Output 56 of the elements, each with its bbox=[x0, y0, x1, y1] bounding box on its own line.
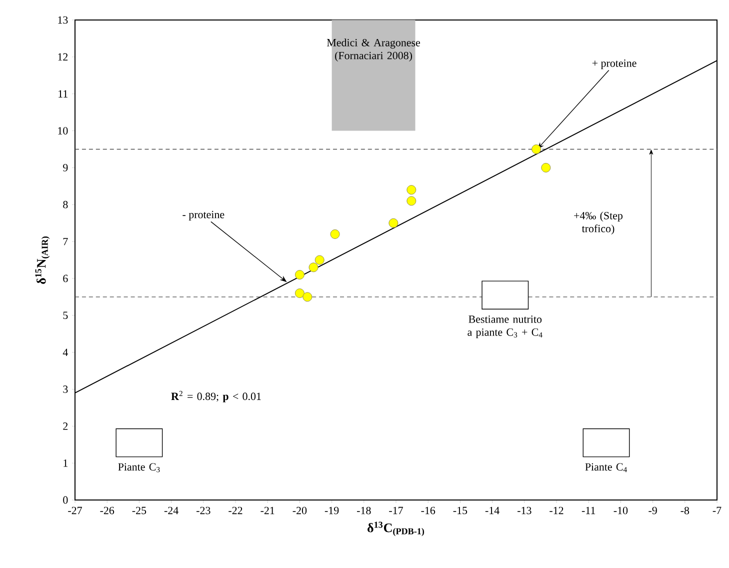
x-tick-label: -16 bbox=[421, 506, 436, 514]
x-tick-label: -18 bbox=[357, 506, 371, 514]
point bbox=[541, 162, 551, 172]
y-tick-label: 7 bbox=[63, 238, 68, 246]
x-tick-label: -13 bbox=[518, 506, 532, 514]
y-tick-label: 11 bbox=[58, 90, 68, 98]
x-tick-label: -19 bbox=[324, 506, 339, 514]
y-tick-label: 0 bbox=[63, 496, 68, 504]
point bbox=[302, 292, 312, 302]
point bbox=[330, 229, 340, 239]
y-tick-label: 13 bbox=[58, 16, 68, 24]
x-tick-label: -9 bbox=[648, 506, 657, 514]
y-tick-label: 1 bbox=[64, 459, 68, 467]
annotation: +4‰ (Step trofico) bbox=[574, 212, 623, 235]
point bbox=[294, 288, 304, 298]
x-tick-label: -20 bbox=[292, 506, 307, 514]
y-tick-label: 4 bbox=[62, 348, 68, 356]
x-tick-label: -25 bbox=[132, 506, 146, 514]
point bbox=[308, 262, 318, 272]
point bbox=[532, 144, 542, 154]
x-tick-label: -21 bbox=[260, 506, 274, 514]
point bbox=[388, 218, 398, 228]
point bbox=[406, 196, 416, 206]
y-tick-label: 6 bbox=[63, 274, 68, 282]
point bbox=[406, 185, 416, 195]
x-tick-label: -10 bbox=[614, 506, 628, 514]
x-tick-label: -15 bbox=[453, 506, 468, 514]
y-tick-label: 9 bbox=[63, 164, 68, 172]
y-tick-label: 5 bbox=[63, 312, 68, 320]
y-tick-label: 3 bbox=[63, 386, 68, 393]
point bbox=[294, 270, 304, 280]
x-tick-label: -22 bbox=[228, 506, 242, 514]
x-tick-label: -27 bbox=[68, 506, 82, 514]
x-axis-title: δ$^{13}$C$_{(PDB-1)}$ bbox=[368, 522, 424, 536]
x-tick-label: -24 bbox=[164, 506, 178, 514]
y-axis-title: δ$^{15}$N$_{(AIR)}$ bbox=[35, 236, 50, 284]
annotation: Piante C$_{3}$ bbox=[118, 463, 160, 472]
annotation: R$^{2}$ = 0.89; p < 0.01 bbox=[171, 390, 261, 402]
annotation: - proteine bbox=[182, 210, 224, 220]
x-tick-label: -11 bbox=[582, 506, 596, 514]
y-tick-label: 2 bbox=[63, 422, 68, 430]
x-tick-label: -7 bbox=[712, 506, 722, 514]
y-tick-label: 8 bbox=[63, 200, 68, 208]
x-tick-label: -12 bbox=[550, 506, 564, 514]
x-tick-label: -17 bbox=[389, 506, 403, 514]
annotation: Piante C$_{4}$ bbox=[585, 463, 627, 472]
annotation: + proteine bbox=[592, 60, 636, 70]
x-tick-label: -26 bbox=[100, 506, 114, 514]
y-tick-label: 12 bbox=[58, 53, 68, 61]
x-tick-label: -23 bbox=[196, 506, 210, 514]
band-label: Medici & Aragonese (Fornaciari 2008) bbox=[326, 38, 420, 62]
x-tick-label: -8 bbox=[680, 506, 690, 514]
x-tick-label: -14 bbox=[485, 506, 500, 514]
point bbox=[314, 255, 324, 265]
annotation: Bestiame nutrito a piante C$_{3}$ + C$_{4}$ bbox=[468, 316, 542, 338]
y-tick-label: 10 bbox=[58, 127, 68, 134]
